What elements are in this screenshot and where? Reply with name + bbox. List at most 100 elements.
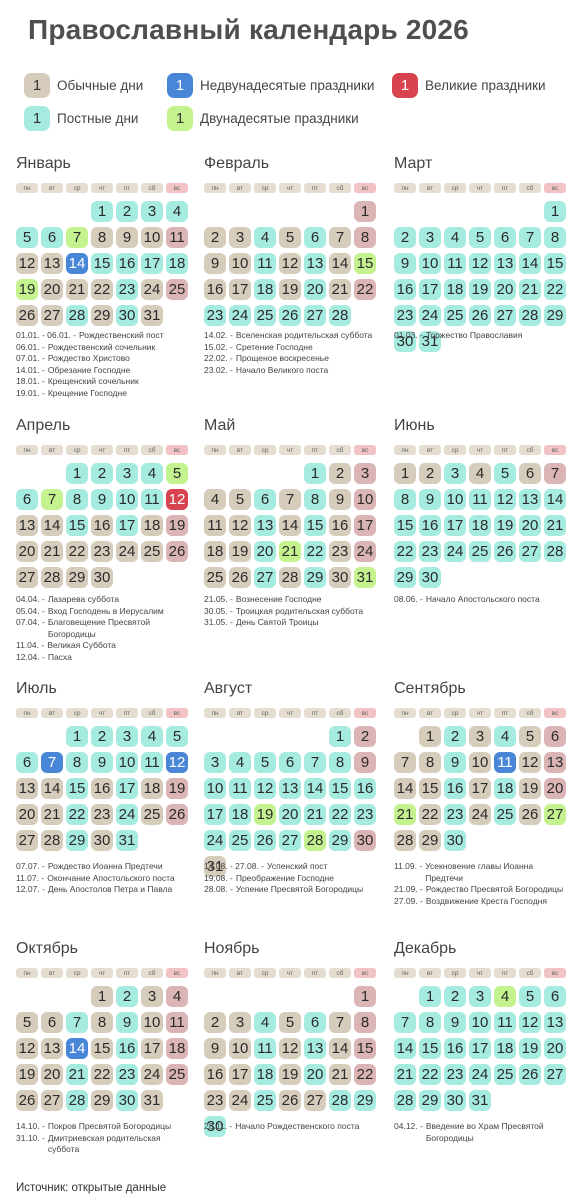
day-cell: 19 [469, 279, 491, 300]
day-cell: 10 [116, 752, 138, 773]
day-cell: 12 [229, 515, 251, 536]
month-notes: 11.09. - Усекновение главы Иоанна Предтеч… [394, 861, 566, 907]
legend: 1 Обычные дни 1 Недвунадесятые праздники… [24, 72, 564, 134]
day-cell: 30 [419, 567, 441, 588]
day-cell: 8 [329, 752, 351, 773]
day-cell: 19 [16, 279, 38, 300]
day-cell: 18 [229, 804, 251, 825]
day-cell: 16 [91, 778, 113, 799]
day-cell: 23 [354, 804, 376, 825]
holiday-note: 21.09. - Рождество Пресвятой Богородицы [394, 884, 566, 896]
weekday-header: вт [41, 708, 63, 718]
day-cell: 2 [204, 227, 226, 248]
day-cell: 31 [116, 830, 138, 851]
weekday-header: вс [354, 708, 376, 718]
day-cell: 23 [444, 804, 466, 825]
weekday-header: вт [41, 183, 63, 193]
day-cell: 12 [16, 253, 38, 274]
weekday-header: чт [469, 708, 491, 718]
day-cell: 17 [444, 515, 466, 536]
day-cell: 22 [419, 804, 441, 825]
holiday-text: День Святой Троицы [235, 617, 319, 627]
day-cell: 21 [519, 279, 541, 300]
day-cell: 25 [204, 567, 226, 588]
weekday-header: пн [16, 968, 38, 978]
day-cell: 3 [204, 752, 226, 773]
day-cell: 8 [419, 1012, 441, 1033]
day-cell: 26 [279, 305, 301, 326]
weekday-header: чт [279, 183, 301, 193]
day-cell: 17 [141, 1038, 163, 1059]
day-cell: 22 [91, 279, 113, 300]
day-cell: 1 [66, 726, 88, 747]
day-cell: 24 [116, 541, 138, 562]
holiday-note: 27.09. - Воздвижение Креста Господня [394, 896, 566, 908]
day-cell: 1 [419, 986, 441, 1007]
day-cell: 12 [494, 489, 516, 510]
weekday-header: чт [279, 708, 301, 718]
weekday-header: пт [494, 708, 516, 718]
day-cell: 18 [204, 541, 226, 562]
day-cell: 15 [394, 515, 416, 536]
day-cell: 8 [91, 227, 113, 248]
day-cell: 29 [354, 1090, 376, 1111]
holiday-date: 19.01. - [16, 387, 45, 398]
weekday-header: пт [494, 968, 516, 978]
day-cell: 20 [41, 279, 63, 300]
day-cell: 8 [66, 489, 88, 510]
day-cell: 5 [16, 227, 38, 248]
weekday-header: пн [16, 708, 38, 718]
day-cell: 13 [304, 1038, 326, 1059]
day-cell: 22 [329, 804, 351, 825]
day-cell: 26 [279, 1090, 301, 1111]
day-cell: 9 [116, 1012, 138, 1033]
page-title: Православный календарь 2026 [28, 14, 469, 45]
day-cell: 31 [354, 567, 376, 588]
month-name: Май [204, 417, 236, 434]
day-cell: 5 [166, 463, 188, 484]
holiday-text: Рождество Пресвятой Богородицы [425, 884, 564, 894]
holiday-date: 21.05. - [204, 594, 233, 604]
day-cell: 31 [469, 1090, 491, 1111]
day-cell: 24 [444, 541, 466, 562]
day-cell: 10 [229, 253, 251, 274]
weekday-header: чт [469, 445, 491, 455]
holiday-text: Прощеное воскресенье [235, 353, 329, 363]
day-cell: 4 [166, 201, 188, 222]
day-cell: 21 [329, 1064, 351, 1085]
day-cell: 29 [66, 567, 88, 588]
holiday-note: 01.03. - Торжество Православия [394, 330, 566, 342]
day-cell: 18 [469, 515, 491, 536]
day-cell: 12 [16, 1038, 38, 1059]
weekday-header: вс [354, 968, 376, 978]
holiday-date: 05.04. - [16, 605, 45, 616]
weekday-header: сб [329, 708, 351, 718]
holiday-text: День Апостолов Петра и Павла [47, 884, 173, 894]
day-cell: 3 [444, 463, 466, 484]
day-cell: 10 [469, 752, 491, 773]
holiday-date: 31.05. - [204, 617, 233, 627]
holiday-note: 19.08. - Преображение Господне [204, 873, 376, 885]
day-cell: 16 [91, 515, 113, 536]
day-cell: 15 [304, 515, 326, 536]
month-name: Декабрь [394, 940, 457, 957]
day-cell: 16 [116, 253, 138, 274]
day-cell: 1 [304, 463, 326, 484]
weekday-header: вт [419, 445, 441, 455]
day-cell: 1 [354, 201, 376, 222]
holiday-text: Дмитриевская родительская суббота [47, 1132, 161, 1155]
weekday-header: ср [254, 183, 276, 193]
day-cell: 17 [419, 279, 441, 300]
day-cell: 6 [16, 489, 38, 510]
day-cell: 28 [41, 567, 63, 588]
day-cell: 27 [41, 305, 63, 326]
day-cell: 1 [66, 463, 88, 484]
day-cell: 30 [444, 830, 466, 851]
holiday-date: 28.08. - [204, 884, 233, 894]
holiday-text: Рождественский пост [79, 330, 164, 340]
holiday-date: 12.04. - [16, 651, 45, 662]
day-cell: 17 [141, 253, 163, 274]
day-cell: 29 [91, 305, 113, 326]
day-cell: 29 [419, 1090, 441, 1111]
holiday-date: 28.11. - [204, 1121, 233, 1131]
